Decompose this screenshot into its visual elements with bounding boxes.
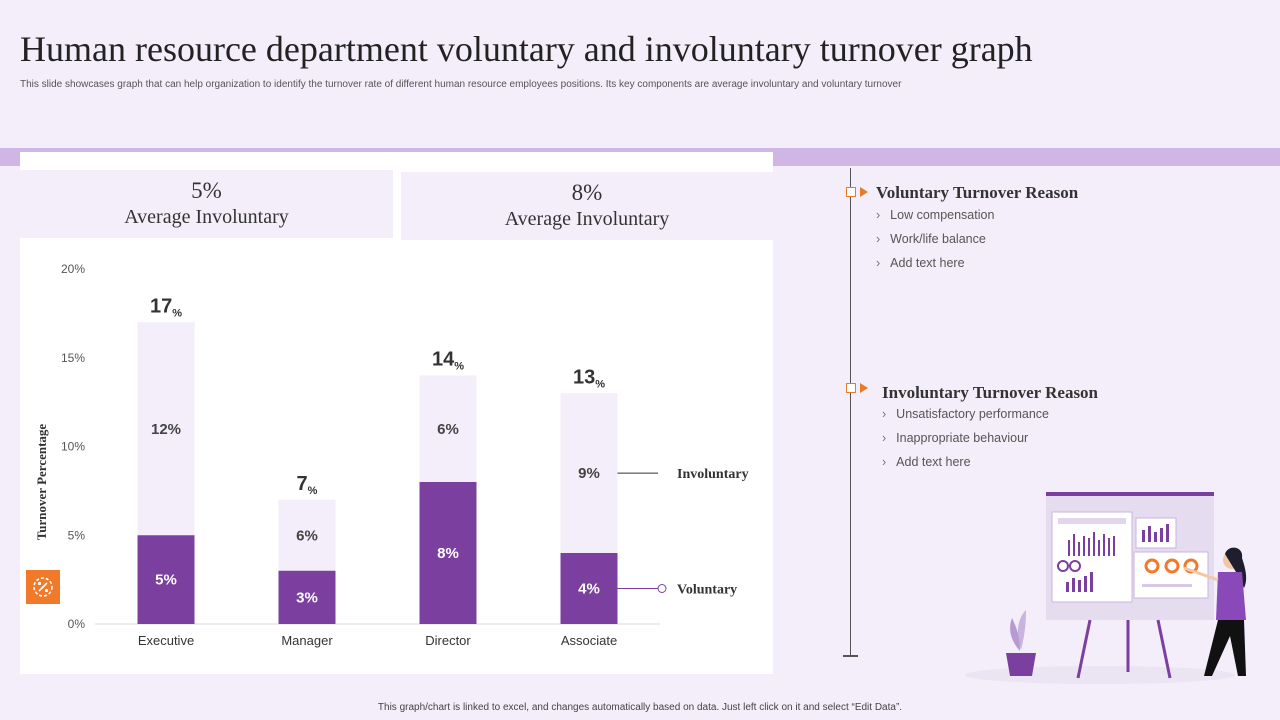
timeline-line — [850, 168, 851, 656]
kpi-label: Average Involuntary — [124, 206, 289, 228]
list-item-label: Inappropriate behaviour — [896, 431, 1029, 445]
list-item: › Low compensation — [876, 208, 994, 222]
chevron-right-icon: › — [876, 232, 881, 246]
percent-badge-icon — [26, 570, 60, 604]
bar-involuntary — [137, 322, 195, 536]
timeline-foot — [843, 655, 858, 657]
timeline-marker — [846, 383, 856, 393]
chevron-right-icon: › — [882, 455, 887, 469]
total-suffix: % — [308, 485, 318, 497]
chevron-right-icon: › — [882, 431, 887, 445]
total-value: 17 — [150, 295, 172, 317]
data-label-involuntary: 6% — [437, 421, 459, 438]
total-value: 14 — [432, 349, 455, 371]
data-label-total: 7% — [297, 473, 318, 497]
bar-involuntary — [419, 375, 477, 482]
chevron-right-icon: › — [876, 256, 881, 270]
page-subtitle: This slide showcases graph that can help… — [20, 79, 902, 90]
list-item-label: Add text here — [890, 256, 965, 270]
total-value: 7 — [297, 473, 308, 495]
data-label-voluntary: 3% — [296, 589, 318, 606]
data-label-voluntary: 5% — [155, 572, 177, 589]
y-axis-label: Turnover Percentage — [34, 424, 49, 541]
list-item-label: Low compensation — [890, 208, 995, 222]
total-suffix: % — [595, 378, 605, 390]
x-tick-label: Director — [425, 633, 471, 648]
data-label-involuntary: 6% — [296, 527, 318, 544]
bar-voluntary — [278, 570, 336, 624]
list-item: › Work/life balance — [876, 232, 986, 246]
legend-voluntary: Voluntary — [677, 583, 737, 598]
y-tick-label: 20% — [61, 262, 85, 276]
turnover-bar-chart[interactable]: 0% 5% 10% 15% 20% Turnover Percentage 5% 12% 17%… — [0, 0, 780, 700]
list-item-label: Work/life balance — [890, 232, 986, 246]
data-label-total: 13% — [573, 366, 605, 390]
y-tick-label: 0% — [68, 617, 86, 631]
kpi-value: 5% — [191, 178, 222, 203]
data-label-total: 17% — [150, 295, 182, 319]
total-value: 13 — [573, 366, 595, 388]
chevron-right-icon: › — [876, 208, 881, 222]
legend-involuntary: Involuntary — [677, 467, 749, 482]
list-item-label: Add text here — [896, 455, 971, 469]
legend-dot-voluntary — [657, 584, 667, 593]
y-tick-label: 10% — [61, 440, 85, 454]
x-tick-label: Executive — [138, 633, 194, 648]
total-suffix: % — [172, 307, 182, 319]
kpi-card-left: 5% Average Involuntary — [20, 170, 393, 238]
data-label-total: 14% — [432, 349, 464, 373]
presentation-illustration — [965, 492, 1247, 684]
kpi-value: 8% — [571, 180, 603, 205]
page-title: Human resource department voluntary and … — [20, 29, 1033, 69]
x-tick-label: Associate — [561, 633, 617, 648]
y-tick-label: 15% — [61, 351, 85, 365]
kpi-card-right: 8% Average Involuntary — [401, 172, 773, 240]
involuntary-reason-title: Involuntary Turnover Reason — [882, 383, 1099, 402]
kpi-label: Average Involuntary — [504, 208, 670, 230]
bar-voluntary — [137, 535, 195, 624]
bar-involuntary — [278, 499, 336, 571]
list-item: › Inappropriate behaviour — [882, 431, 1028, 445]
voluntary-reason-title: Voluntary Turnover Reason — [876, 183, 1079, 202]
list-item-label: Unsatisfactory performance — [896, 407, 1050, 421]
footer-note: This graph/chart is linked to excel, and… — [377, 702, 903, 713]
x-tick-label: Manager — [281, 633, 333, 648]
list-item: › Add text here — [876, 256, 965, 270]
timeline-marker — [846, 187, 856, 197]
data-label-involuntary: 9% — [578, 465, 600, 482]
total-suffix: % — [454, 361, 464, 373]
list-item: › Add text here — [882, 455, 971, 469]
list-item: › Unsatisfactory performance — [882, 407, 1049, 421]
chevron-right-icon: › — [882, 407, 887, 421]
bar-voluntary — [419, 482, 477, 624]
bar-involuntary — [560, 393, 618, 553]
data-label-involuntary: 12% — [151, 421, 181, 438]
bar-voluntary — [560, 553, 618, 624]
arrow-right-icon — [860, 187, 868, 197]
arrow-right-icon — [860, 383, 868, 393]
y-tick-label: 5% — [68, 528, 86, 542]
data-label-voluntary: 8% — [437, 545, 459, 562]
data-label-voluntary: 4% — [578, 581, 600, 598]
